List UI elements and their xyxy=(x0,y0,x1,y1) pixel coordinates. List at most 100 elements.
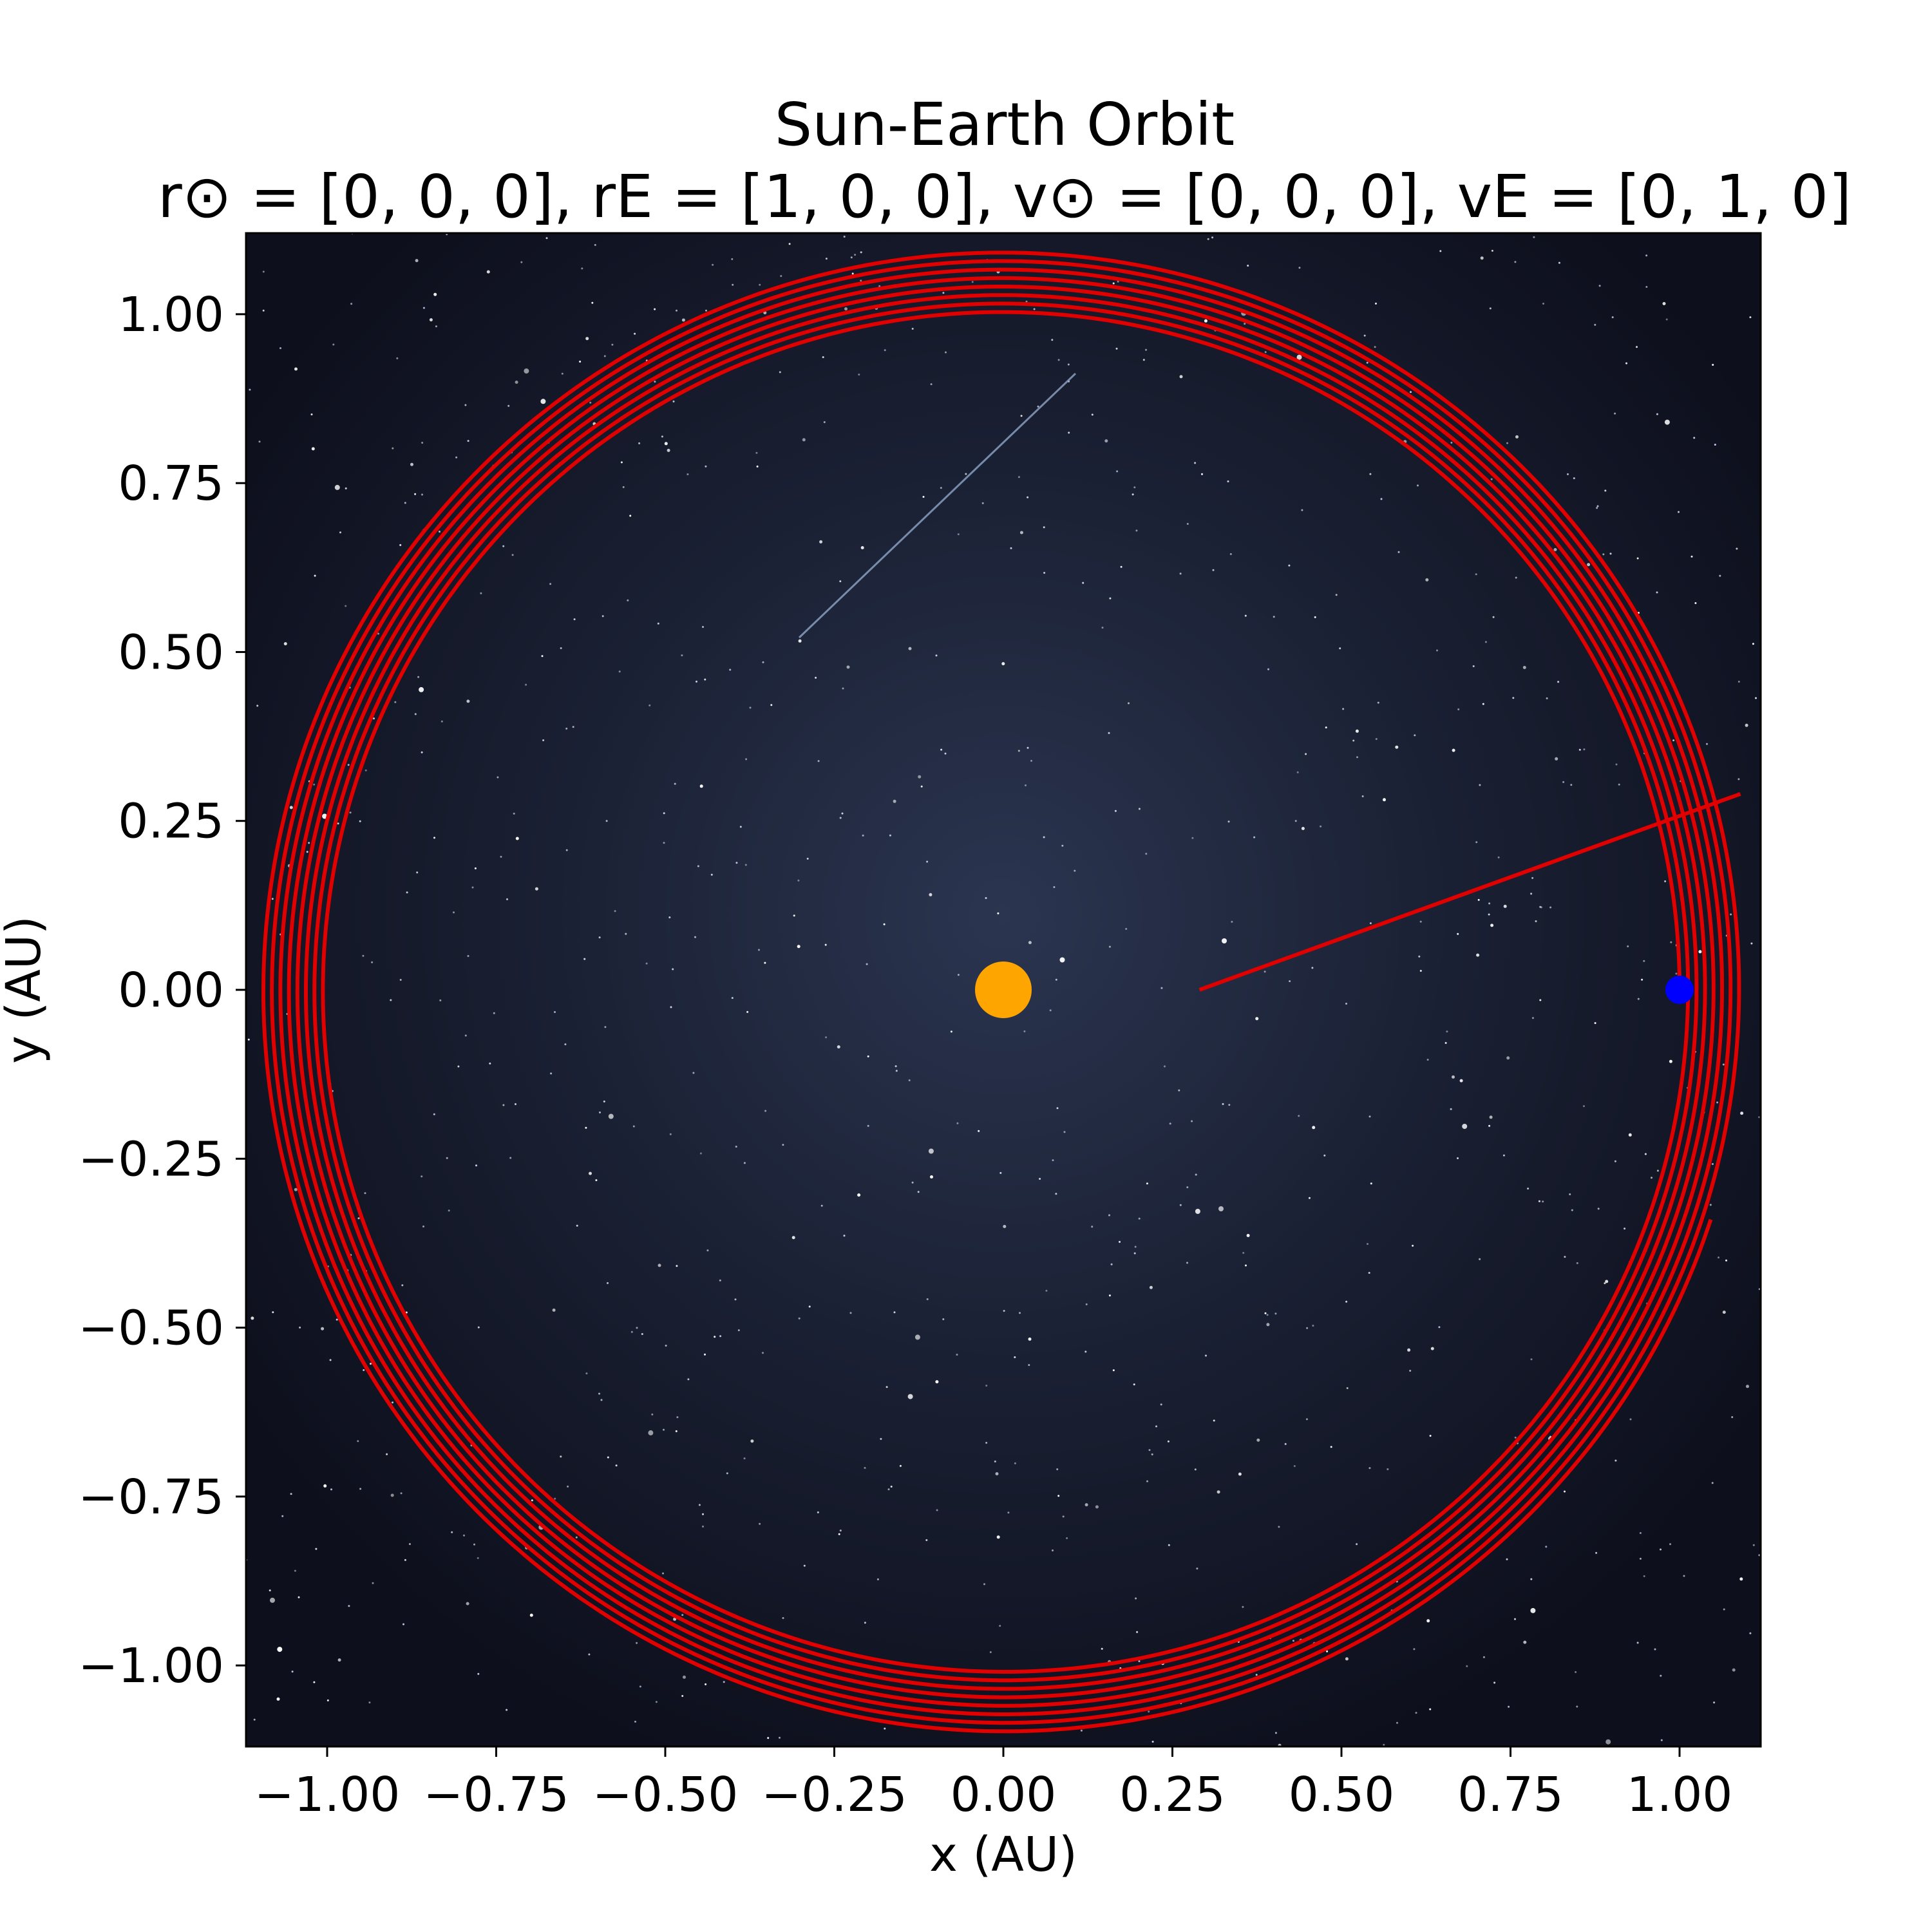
star xyxy=(1738,778,1740,781)
y-tick-label: 1.00 xyxy=(118,287,224,343)
star xyxy=(1482,703,1484,705)
star xyxy=(1244,614,1247,617)
star xyxy=(940,748,943,751)
star xyxy=(1228,1104,1231,1106)
star xyxy=(1025,300,1028,303)
star xyxy=(750,1439,754,1443)
star xyxy=(433,837,435,839)
star xyxy=(1595,1551,1598,1554)
star xyxy=(414,713,417,715)
star xyxy=(1294,820,1297,822)
star xyxy=(1363,334,1366,337)
chart-title: Sun-Earth Orbit xyxy=(775,90,1235,159)
star xyxy=(1218,1206,1224,1211)
star xyxy=(308,842,310,844)
star xyxy=(639,1685,641,1688)
star xyxy=(486,270,490,274)
star xyxy=(1201,473,1203,475)
star xyxy=(622,486,625,488)
star xyxy=(414,493,417,495)
star xyxy=(253,1718,256,1721)
star xyxy=(957,533,960,536)
star xyxy=(1627,945,1629,947)
star xyxy=(1549,906,1552,909)
star xyxy=(1355,729,1359,733)
star xyxy=(1266,1323,1270,1327)
y-tick-label: 0.75 xyxy=(118,456,224,511)
star xyxy=(329,1359,332,1361)
star xyxy=(1114,810,1117,812)
star xyxy=(359,820,361,822)
star xyxy=(767,1737,770,1739)
star xyxy=(1345,1657,1349,1661)
star xyxy=(706,1249,709,1252)
star xyxy=(493,1012,495,1014)
star xyxy=(999,1625,1001,1627)
star xyxy=(1104,439,1108,443)
star xyxy=(676,1265,678,1267)
star xyxy=(390,1493,394,1497)
star xyxy=(1558,261,1560,264)
star xyxy=(694,936,696,938)
star xyxy=(676,1416,679,1419)
star xyxy=(1472,665,1475,667)
star xyxy=(415,259,419,263)
star xyxy=(552,1308,556,1312)
star xyxy=(632,1125,635,1128)
star xyxy=(867,1124,869,1127)
star xyxy=(667,448,670,452)
star xyxy=(893,1311,896,1314)
star xyxy=(1033,308,1036,310)
star xyxy=(779,1736,781,1739)
star xyxy=(1084,1350,1087,1353)
star xyxy=(406,891,408,894)
star xyxy=(1110,1263,1113,1265)
star xyxy=(858,374,860,376)
star xyxy=(357,1217,360,1220)
star xyxy=(1555,757,1558,761)
star xyxy=(676,309,677,312)
star xyxy=(1117,280,1119,283)
star xyxy=(453,911,455,914)
star xyxy=(1752,643,1754,645)
star xyxy=(698,1504,701,1506)
star xyxy=(1019,531,1023,535)
earth-marker xyxy=(1665,976,1694,1004)
star xyxy=(564,1043,567,1046)
star xyxy=(502,545,505,547)
star xyxy=(942,292,945,294)
star xyxy=(477,1326,480,1329)
star xyxy=(654,381,656,383)
star xyxy=(368,1701,371,1704)
star xyxy=(1476,953,1480,957)
star xyxy=(1135,1597,1137,1600)
star xyxy=(1457,933,1459,935)
star xyxy=(1138,808,1141,810)
star xyxy=(1562,781,1565,783)
star xyxy=(1417,484,1419,487)
star xyxy=(1057,359,1060,361)
star xyxy=(348,1605,350,1607)
star xyxy=(1289,980,1291,983)
star xyxy=(364,1192,366,1195)
star xyxy=(1186,523,1189,525)
star xyxy=(1542,303,1544,305)
star xyxy=(620,461,623,464)
star xyxy=(475,1164,477,1167)
star xyxy=(673,1617,677,1621)
star xyxy=(1749,1632,1752,1634)
star xyxy=(843,1235,846,1237)
star xyxy=(598,1392,600,1395)
star xyxy=(1167,1440,1170,1443)
star xyxy=(1662,302,1666,305)
star xyxy=(277,1647,283,1653)
star xyxy=(489,1062,491,1065)
star xyxy=(839,580,842,583)
star xyxy=(565,727,568,730)
star xyxy=(1736,547,1738,550)
star xyxy=(860,279,862,282)
star xyxy=(1654,1648,1656,1651)
star xyxy=(981,502,984,504)
star xyxy=(1512,697,1515,699)
star xyxy=(1738,681,1740,683)
